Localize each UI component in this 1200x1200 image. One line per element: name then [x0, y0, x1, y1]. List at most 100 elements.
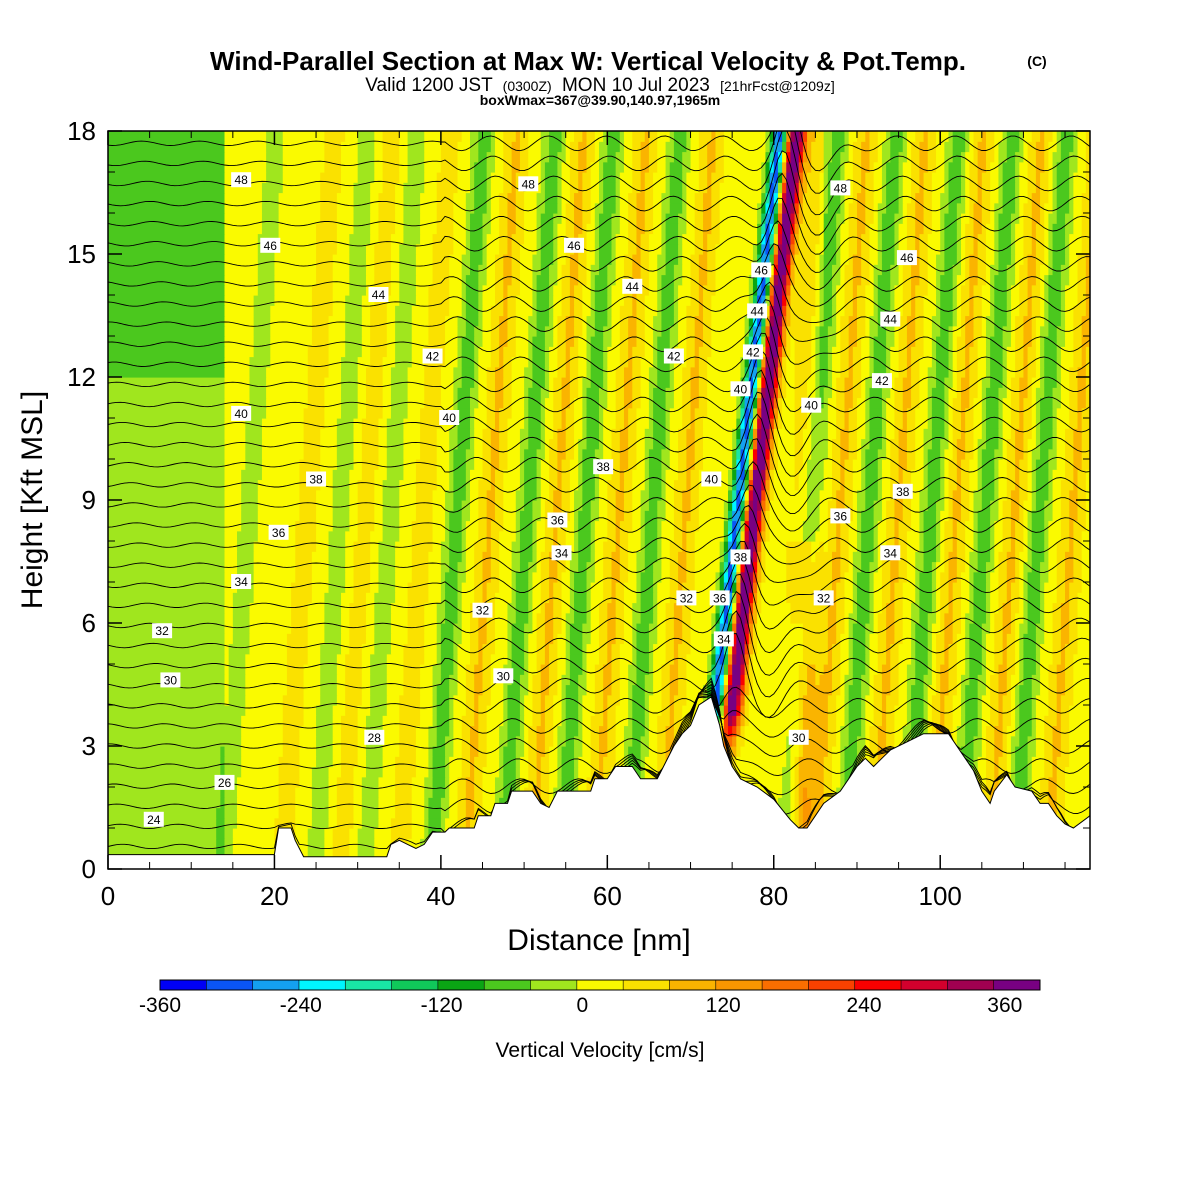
- velocity-cell: [969, 459, 979, 470]
- velocity-cell: [973, 510, 979, 522]
- velocity-cell: [365, 746, 384, 757]
- velocity-cell: [261, 448, 305, 460]
- velocity-cell: [594, 705, 604, 716]
- velocity-cell: [965, 684, 979, 696]
- velocity-cell: [549, 776, 558, 788]
- velocity-cell: [790, 346, 796, 358]
- velocity-cell: [569, 623, 583, 634]
- velocity-cell: [245, 428, 263, 440]
- velocity-cell: [761, 571, 767, 583]
- velocity-cell: [844, 397, 854, 409]
- velocity-cell: [607, 387, 617, 399]
- velocity-cell: [428, 725, 438, 737]
- velocity-cell: [1060, 489, 1070, 501]
- velocity-cell: [507, 725, 521, 737]
- velocity-cell: [711, 653, 717, 665]
- velocity-cell: [915, 459, 925, 470]
- velocity-cell: [1056, 756, 1070, 768]
- velocity-cell: [736, 469, 742, 481]
- velocity-cell: [723, 694, 729, 706]
- velocity-cell: [432, 766, 446, 778]
- velocity-cell: [1002, 438, 1008, 450]
- velocity-cell: [607, 356, 621, 368]
- velocity-cell: [881, 694, 887, 706]
- velocity-cell: [678, 428, 687, 440]
- velocity-cell: [969, 500, 975, 511]
- velocity-cell: [336, 684, 346, 696]
- velocity-cell: [432, 541, 442, 552]
- velocity-cell: [532, 530, 538, 542]
- velocity-cell: [744, 530, 750, 542]
- velocity-cell: [108, 325, 226, 337]
- velocity-cell: [316, 725, 334, 737]
- velocity-cell: [869, 592, 875, 604]
- velocity-cell: [777, 336, 783, 347]
- velocity-cell: [557, 438, 567, 450]
- velocity-cell: [894, 418, 904, 429]
- velocity-cell: [694, 356, 700, 368]
- velocity-cell: [528, 438, 542, 450]
- velocity-cell: [703, 325, 712, 337]
- velocity-cell: [1031, 325, 1037, 337]
- velocity-cell: [906, 705, 912, 716]
- velocity-cell: [811, 346, 816, 358]
- velocity-cell: [752, 592, 758, 604]
- velocity-cell: [981, 694, 991, 706]
- velocity-cell: [382, 500, 400, 511]
- velocity-cell: [574, 336, 579, 347]
- velocity-cell: [748, 643, 754, 655]
- velocity-cell: [852, 664, 866, 675]
- velocity-cell: [948, 366, 954, 378]
- velocity-cell: [1044, 725, 1054, 737]
- velocity-cell: [956, 725, 966, 737]
- velocity-cell: [328, 325, 346, 337]
- velocity-cell: [877, 551, 883, 563]
- velocity-cell: [1044, 541, 1049, 552]
- velocity-cell: [628, 561, 638, 573]
- velocity-cell: [852, 623, 866, 634]
- velocity-cell: [694, 551, 721, 563]
- velocity-cell: [565, 725, 579, 737]
- velocity-cell: [357, 489, 375, 501]
- velocity-cell: [307, 366, 330, 378]
- velocity-cell: [940, 438, 950, 450]
- velocity-cell: [557, 746, 563, 757]
- velocity-cell: [748, 664, 754, 675]
- velocity-cell: [807, 674, 816, 686]
- velocity-cell: [906, 684, 912, 696]
- velocity-cell: [528, 346, 534, 358]
- velocity-cell: [553, 715, 563, 727]
- velocity-cell: [819, 500, 829, 511]
- velocity-cell: [1002, 510, 1012, 522]
- velocity-cell: [790, 612, 829, 624]
- velocity-cell: [815, 377, 821, 388]
- velocity-cell: [931, 438, 941, 450]
- velocity-cell: [424, 797, 429, 809]
- velocity-cell: [320, 643, 342, 655]
- velocity-cell: [856, 571, 871, 583]
- velocity-cell: [536, 776, 542, 788]
- velocity-cell: [565, 418, 575, 429]
- velocity-cell: [474, 428, 484, 440]
- velocity-cell: [657, 541, 663, 552]
- velocity-cell: [940, 551, 945, 563]
- velocity-cell: [603, 377, 608, 388]
- velocity-cell: [794, 766, 800, 778]
- velocity-cell: [1052, 500, 1062, 511]
- velocity-cell: [586, 592, 592, 604]
- velocity-cell: [524, 746, 529, 757]
- velocity-cell: [977, 551, 991, 563]
- velocity-cell: [744, 725, 800, 737]
- velocity-cell: [798, 756, 825, 768]
- velocity-cell: [936, 346, 950, 358]
- velocity-cell: [952, 336, 958, 347]
- velocity-cell: [673, 612, 683, 624]
- velocity-cell: [374, 520, 384, 532]
- velocity-cell: [594, 674, 604, 686]
- velocity-cell: [661, 479, 667, 491]
- velocity-cell: [628, 571, 638, 583]
- velocity-cell: [249, 643, 288, 655]
- velocity-cell: [453, 664, 459, 675]
- velocity-cell: [694, 418, 704, 429]
- velocity-cell: [1044, 346, 1058, 358]
